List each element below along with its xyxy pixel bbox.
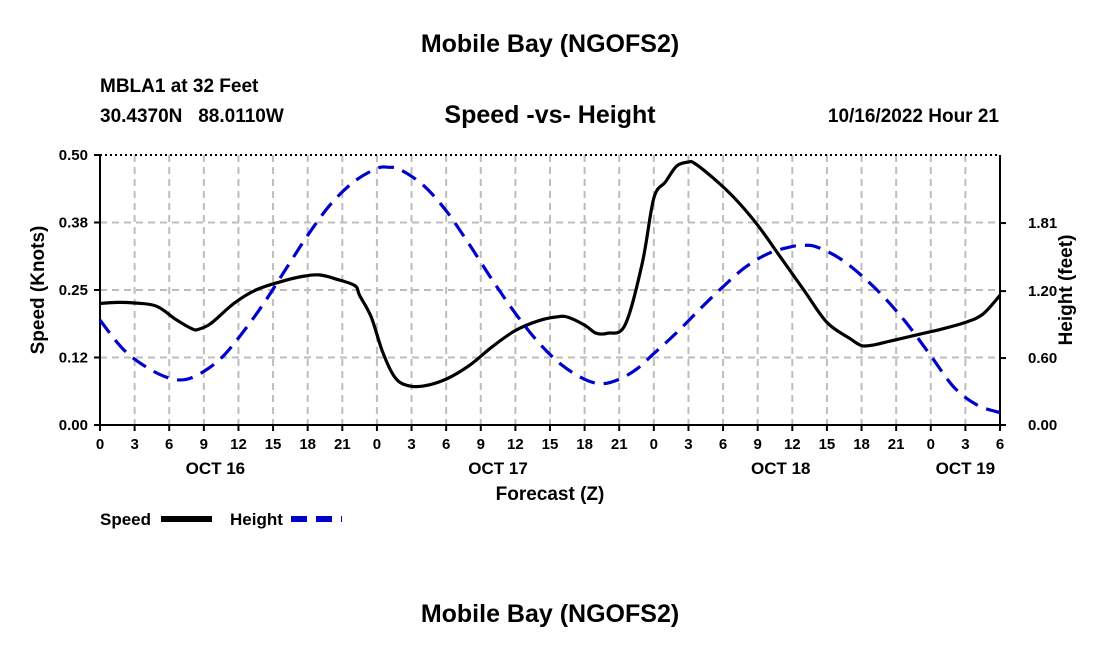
day-label: OCT 17 <box>468 459 528 478</box>
y-tick-label-left: 0.12 <box>59 350 88 367</box>
x-tick-label: 18 <box>299 436 316 453</box>
day-label: OCT 18 <box>751 459 811 478</box>
y-tick-label-left: 0.50 <box>59 147 88 164</box>
chart-subtitle: Speed -vs- Height <box>444 101 656 129</box>
x-tick-label: 6 <box>996 436 1004 453</box>
x-tick-label: 6 <box>442 436 450 453</box>
height-series-line <box>98 165 1001 415</box>
x-tick-label: 18 <box>853 436 870 453</box>
page-title: Mobile Bay (NGOFS2) <box>420 30 680 58</box>
x-tick-label: 15 <box>819 436 836 453</box>
y-axis-title-left: Speed (Knots) <box>28 226 49 355</box>
y-axis-title-right: Height (feet) <box>1056 235 1077 346</box>
y-tick-label-left: 0.25 <box>59 282 88 299</box>
x-tick-label: 3 <box>130 436 138 453</box>
x-tick-label: 9 <box>754 436 762 453</box>
x-tick-label: 3 <box>684 436 692 453</box>
x-axis-title: Forecast (Z) <box>496 484 605 505</box>
x-tick-label: 6 <box>165 436 173 453</box>
x-tick-label: 15 <box>542 436 559 453</box>
x-tick-label: 0 <box>373 436 381 453</box>
x-tick-label: 15 <box>265 436 282 453</box>
legend-speed-label: Speed <box>100 510 151 529</box>
x-tick-label: 12 <box>230 436 247 453</box>
y-tick-label-right: 0.60 <box>1028 350 1057 367</box>
x-tick-label: 18 <box>576 436 593 453</box>
station-label: MBLA1 at 32 Feet <box>100 76 259 97</box>
x-tick-label: 12 <box>784 436 801 453</box>
x-tick-label: 6 <box>719 436 727 453</box>
station-coords: 30.4370N 88.0110W <box>100 106 284 127</box>
speed-series-line <box>99 159 1002 389</box>
y-tick-label-right: 0.00 <box>1028 417 1057 434</box>
x-tick-label: 9 <box>477 436 485 453</box>
x-tick-label: 21 <box>888 436 905 453</box>
x-tick-label: 0 <box>927 436 935 453</box>
x-tick-label: 3 <box>961 436 969 453</box>
x-tick-label: 3 <box>407 436 415 453</box>
y-tick-label-left: 0.38 <box>59 215 88 232</box>
x-tick-label: 0 <box>650 436 658 453</box>
x-tick-label: 21 <box>334 436 351 453</box>
legend-height-label: Height <box>230 510 283 529</box>
x-tick-label: 12 <box>507 436 524 453</box>
y-tick-label-right: 1.81 <box>1028 215 1057 232</box>
x-tick-label: 9 <box>200 436 208 453</box>
footer-title: Mobile Bay (NGOFS2) <box>420 600 680 628</box>
x-tick-label: 21 <box>611 436 628 453</box>
day-label: OCT 16 <box>186 459 246 478</box>
y-tick-label-left: 0.00 <box>59 417 88 434</box>
run-time-label: 10/16/2022 Hour 21 <box>827 106 999 127</box>
y-tick-label-right: 1.20 <box>1028 283 1057 300</box>
x-tick-label: 0 <box>96 436 104 453</box>
day-label: OCT 19 <box>936 459 996 478</box>
